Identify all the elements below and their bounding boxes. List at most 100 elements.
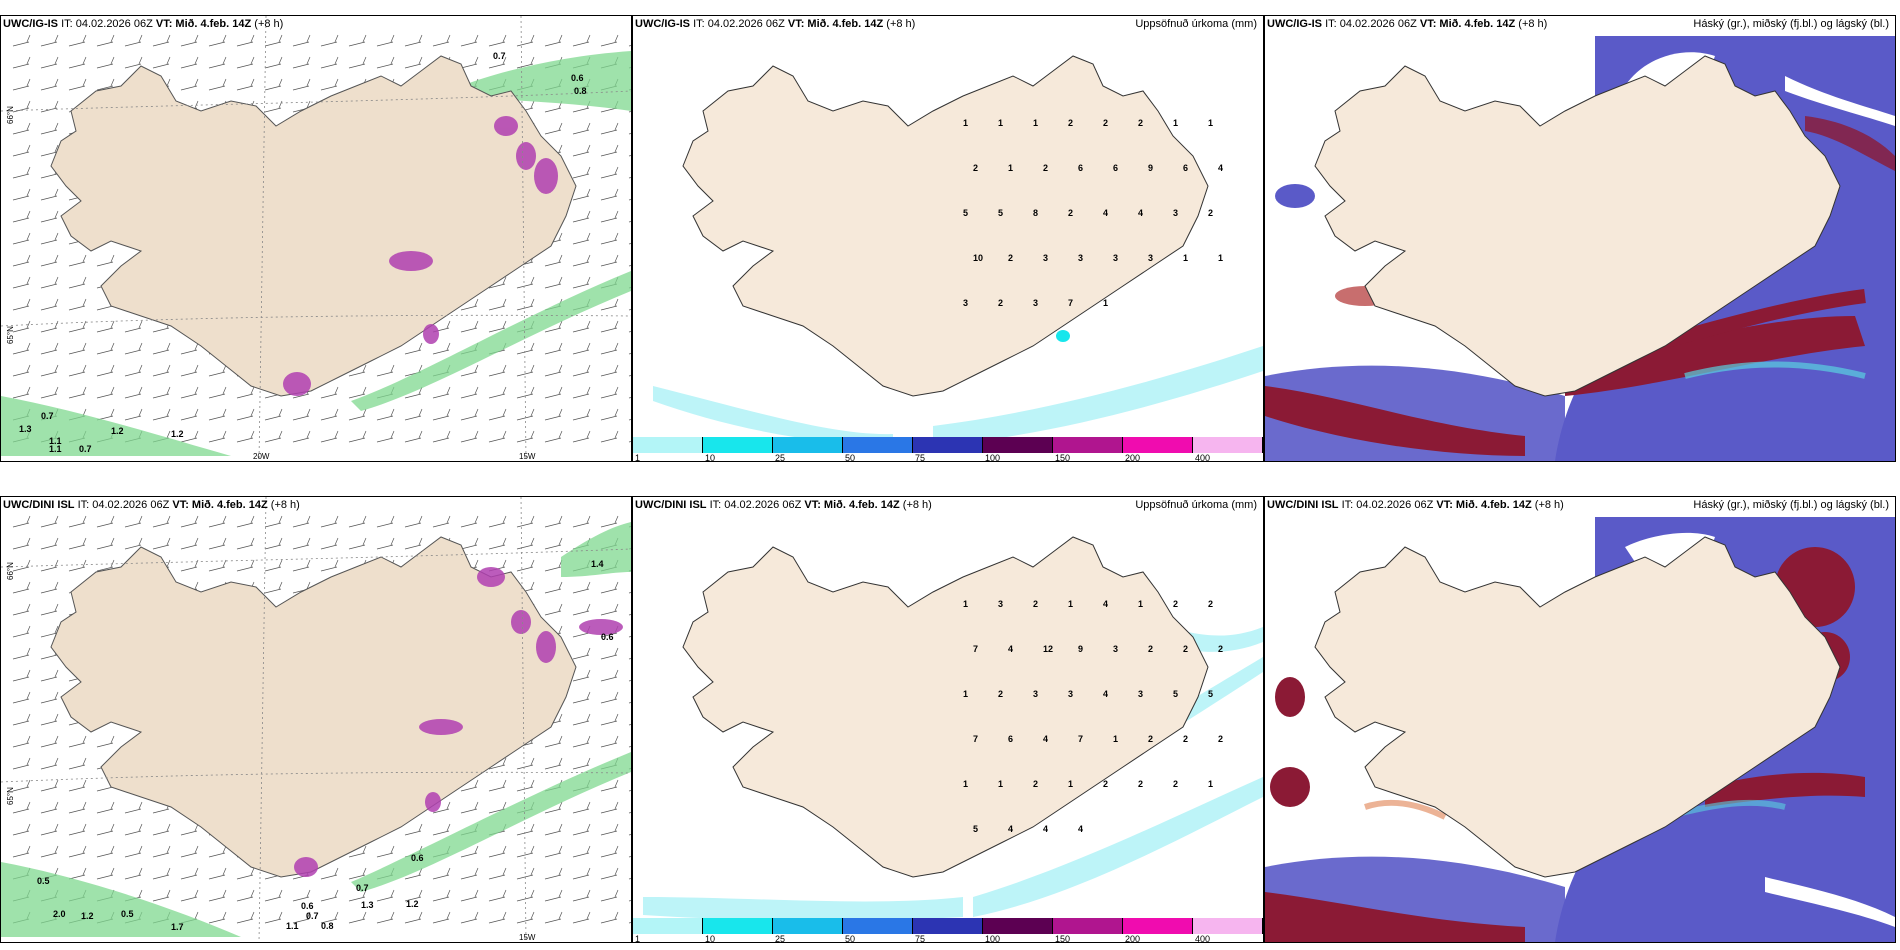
wind-barb [320,56,339,69]
wind-barb [516,430,535,443]
wind-barb [40,691,59,704]
wind-barb [40,100,59,113]
grid-lines [1,497,631,942]
wind-barb [40,364,59,377]
wind-barb [152,515,171,528]
colorbar-segment [633,437,703,453]
wind-barb [628,397,631,399]
panel-header: UWC/DINI ISL IT: 04.02.2026 06Z VT: Mið.… [635,499,932,511]
precip-value-label: 4 [1103,599,1108,609]
wind-barb [40,559,59,572]
wind-barb [516,537,535,550]
wind-label: 0.5 [121,909,134,919]
precip-value-label: 1 [1173,118,1178,128]
precip-value-label: 3 [1033,689,1038,699]
wind-barb [12,735,31,748]
wind-label: 0.8 [574,86,587,96]
wind-barb [96,801,115,814]
wind-barb [96,342,115,355]
wind-barb [600,603,619,616]
wind-barb [572,254,591,267]
wind-barb [208,559,227,572]
wind-barb [12,515,31,528]
wind-barb [544,757,563,770]
precip-value-label: 2 [998,689,1003,699]
wind-barb [600,254,619,267]
wind-label: 1.7 [171,922,184,932]
wind-barb [124,408,143,421]
init-time: IT: 04.02.2026 06Z [693,18,785,30]
precip-value-label: 2 [1138,779,1143,789]
precip-value-label: 1 [1103,298,1108,308]
model-name: UWC/DINI ISL [635,499,707,511]
precip-value-label: 5 [1173,689,1178,699]
precip-value-label: 3 [1078,253,1083,263]
precip-values-bottom: 1 3 2 1 4 1 2 27 4 12 9 3 2 2 21 2 3 3 4 3 5 57 6 4 7 1 2 2 21 1 2 1 2 2 2… [963,599,1223,834]
wind-barb [460,845,479,858]
lat-label-65n: 65°N [6,326,15,344]
wind-barb [600,735,619,748]
map-panel-wind-top: 66°N 65°N 20W 15W 0.7 0.6 0.8 0.7 1.3 1.… [0,15,632,462]
panel-header: UWC/IG-IS IT: 04.02.2026 06Z VT: Mið. 4.… [1267,18,1547,30]
wind-barb [96,320,115,333]
wind-barb [544,911,563,924]
panel-title: Uppsöfnuð úrkoma (mm) [1135,499,1257,511]
wind-barb [516,559,535,572]
colorbar-tick-label: 400 [1195,934,1211,943]
wind-barb [544,386,563,399]
wind-barb [572,166,591,179]
wind-barb [68,56,87,69]
wind-barb [572,232,591,245]
wind-barb [572,144,591,157]
wind-barb [180,342,199,355]
wind-barb [124,34,143,47]
precip-value-label: 7 [1078,734,1083,744]
wind-barb [488,408,507,421]
wind-barb [628,309,631,311]
valid-time: Mið. 4.feb. 14Z [1455,499,1532,511]
wind-barb [572,845,591,858]
wind-barb [264,581,283,594]
wind-barb [12,78,31,91]
wind-barb [544,34,563,47]
wind-barb [12,691,31,704]
wind-barb [40,342,59,355]
wind-barb [292,34,311,47]
colorbar-tick-label: 50 [845,934,856,943]
wind-barb [572,276,591,289]
wind-barb [376,34,395,47]
lead-time: (+8 h) [1534,499,1564,511]
wind-barb [544,408,563,421]
wind-barb [516,34,535,47]
iceland-land [682,536,1209,878]
precip-value-label: 2 [1033,779,1038,789]
wind-barb [488,364,507,377]
wind-barb [488,386,507,399]
wind-barb [12,144,31,157]
precip-value-label: 2 [1208,208,1213,218]
wind-barb [572,342,591,355]
wind-label: 0.7 [41,411,54,421]
wind-barb [124,867,143,880]
wind-barb [488,757,507,770]
precip-value-label: 1 [998,118,1003,128]
wind-barb [628,45,631,47]
iceland-land [1314,536,1841,878]
precip-value-label: 1 [998,779,1003,789]
precip-value-label: 7 [973,644,978,654]
wind-barb [544,122,563,135]
wind-barb [180,56,199,69]
wind-barb [12,232,31,245]
wind-barb [264,100,283,113]
wind-barb [600,122,619,135]
wind-barb [460,408,479,421]
valid-time: Mið. 4.feb. 14Z [191,499,268,511]
lead-time: (+8 h) [1518,18,1548,30]
precip-value-label: 1 [963,118,968,128]
wind-barb [12,779,31,792]
wind-barb [432,823,451,836]
panel-header: UWC/DINI ISL IT: 04.02.2026 06Z VT: Mið.… [1267,499,1564,511]
wind-barb [40,779,59,792]
wind-barb [432,801,451,814]
wind-barb [572,735,591,748]
